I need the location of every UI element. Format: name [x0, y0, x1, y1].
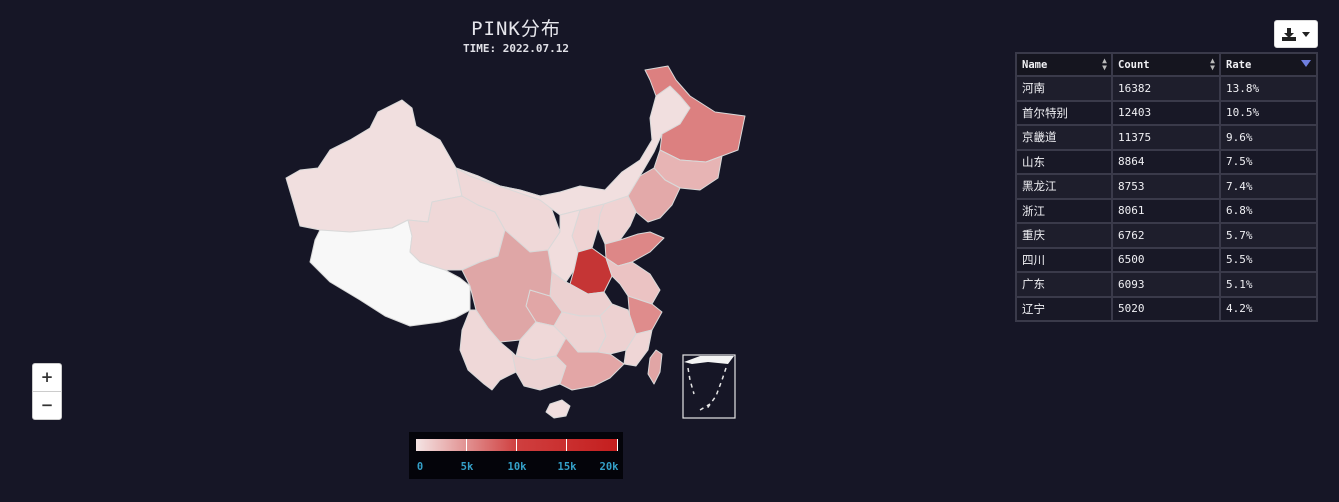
column-header-name[interactable]: Name ▲ ▼	[1015, 52, 1113, 77]
legend-tick	[466, 439, 467, 451]
cell-name: 首尔特别	[1015, 99, 1113, 126]
cell-rate: 4.2%	[1219, 295, 1318, 322]
cell-count: 12403	[1111, 99, 1221, 126]
cell-rate: 13.8%	[1219, 75, 1318, 102]
zoom-out-button[interactable]: −	[33, 391, 61, 419]
column-header-count[interactable]: Count ▲ ▼	[1111, 52, 1221, 77]
map-title: PINK分布	[471, 18, 561, 40]
cell-rate: 6.8%	[1219, 197, 1318, 224]
zoom-in-button[interactable]: +	[40, 368, 54, 386]
table-row: 广东 6093 5.1%	[1015, 271, 1318, 298]
cell-rate: 9.6%	[1219, 124, 1318, 151]
cell-name: 山东	[1015, 148, 1113, 175]
south-china-sea-inset	[682, 354, 736, 419]
region-taiwan[interactable]	[647, 349, 663, 385]
table-row: 辽宁 5020 4.2%	[1015, 295, 1318, 322]
download-button[interactable]	[1274, 20, 1318, 48]
cell-name: 浙江	[1015, 197, 1113, 224]
legend-label: 15k	[557, 461, 577, 473]
zoom-control: + −	[32, 363, 62, 420]
column-header-rate[interactable]: Rate	[1219, 52, 1318, 77]
legend-label: 5k	[460, 461, 474, 473]
legend-label: 10k	[507, 461, 527, 473]
region-jiangsu[interactable]	[605, 257, 661, 305]
cell-count: 8753	[1111, 173, 1221, 200]
chevron-down-icon	[1302, 31, 1310, 37]
region-guangdong[interactable]	[555, 337, 625, 391]
map-time: TIME: 2022.07.12	[463, 42, 569, 55]
legend-label: 0	[416, 461, 424, 473]
cell-name: 重庆	[1015, 222, 1113, 249]
cell-rate: 7.5%	[1219, 148, 1318, 175]
download-icon	[1282, 27, 1296, 41]
legend-label: 20k	[599, 461, 619, 473]
cell-count: 6762	[1111, 222, 1221, 249]
table-row: 黑龙江 8753 7.4%	[1015, 173, 1318, 200]
region-hainan[interactable]	[545, 399, 571, 419]
table-row: 浙江 8061 6.8%	[1015, 197, 1318, 224]
region-yunnan[interactable]	[459, 309, 517, 391]
table-row: 重庆 6762 5.7%	[1015, 222, 1318, 249]
cell-count: 5020	[1111, 295, 1221, 322]
table-row: 京畿道 11375 9.6%	[1015, 124, 1318, 151]
cell-count: 8864	[1111, 148, 1221, 175]
table-row: 首尔特别 12403 10.5%	[1015, 99, 1318, 126]
cell-name: 四川	[1015, 246, 1113, 273]
sort-desc-icon	[1301, 60, 1311, 67]
table-row: 河南 16382 13.8%	[1015, 75, 1318, 102]
cell-rate: 7.4%	[1219, 173, 1318, 200]
cell-count: 8061	[1111, 197, 1221, 224]
cell-count: 16382	[1111, 75, 1221, 102]
color-legend: 0 5k 10k 15k 20k	[409, 432, 623, 479]
legend-gradient-bar	[416, 439, 618, 451]
sort-icon: ▲ ▼	[1102, 56, 1107, 72]
legend-tick	[566, 439, 567, 451]
cell-rate: 5.7%	[1219, 222, 1318, 249]
table-row: 四川 6500 5.5%	[1015, 246, 1318, 273]
cell-name: 黑龙江	[1015, 173, 1113, 200]
cell-rate: 5.1%	[1219, 271, 1318, 298]
cell-name: 辽宁	[1015, 295, 1113, 322]
table-row: 山东 8864 7.5%	[1015, 148, 1318, 175]
cell-name: 广东	[1015, 271, 1113, 298]
sort-icon: ▲ ▼	[1210, 56, 1215, 72]
cell-rate: 5.5%	[1219, 246, 1318, 273]
legend-tick	[617, 439, 618, 451]
legend-tick	[516, 439, 517, 451]
cell-count: 11375	[1111, 124, 1221, 151]
cell-name: 京畿道	[1015, 124, 1113, 151]
cell-count: 6500	[1111, 246, 1221, 273]
cell-name: 河南	[1015, 75, 1113, 102]
cell-count: 6093	[1111, 271, 1221, 298]
cell-rate: 10.5%	[1219, 99, 1318, 126]
ranking-table: Name ▲ ▼ Count ▲ ▼ Rate 河南 16382 13.8%	[1015, 52, 1318, 322]
